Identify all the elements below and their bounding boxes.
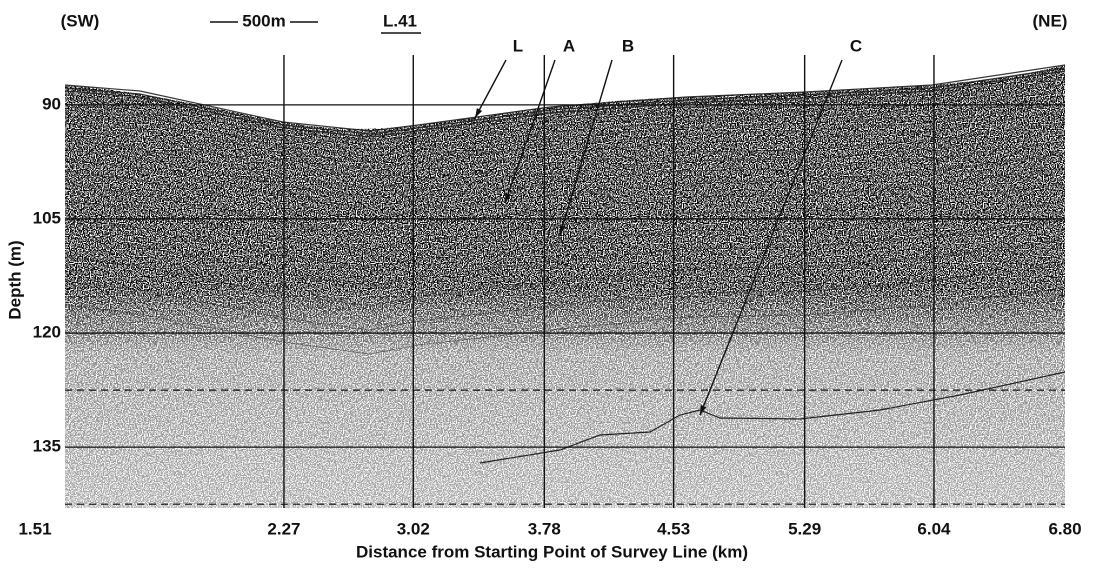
reflector bbox=[64, 64, 1066, 132]
reflector bbox=[64, 67, 1066, 135]
header-left: (SW) bbox=[61, 11, 100, 30]
reflector bbox=[64, 219, 1066, 287]
x-tick-label: 3.78 bbox=[528, 519, 561, 538]
annotation-arrow bbox=[699, 59, 843, 416]
y-tick-label: 105 bbox=[33, 208, 61, 227]
arrow-head bbox=[559, 225, 566, 235]
reflector bbox=[64, 167, 1066, 235]
reflector bbox=[64, 95, 1066, 163]
y-tick-label: 90 bbox=[42, 94, 61, 113]
y-tick-label: 135 bbox=[33, 437, 61, 456]
reflector bbox=[64, 131, 1066, 199]
annotation-label: A bbox=[563, 36, 575, 55]
x-tick-label: 3.02 bbox=[397, 519, 430, 538]
reflector bbox=[64, 239, 1066, 307]
x-tick-label: 6.80 bbox=[1048, 519, 1081, 538]
reflector bbox=[64, 70, 1066, 138]
reflector bbox=[64, 102, 1066, 170]
x-tick-label: 6.04 bbox=[917, 519, 951, 538]
annotation-arrow bbox=[474, 59, 507, 119]
annotation-label: C bbox=[850, 36, 862, 55]
header-right: (NE) bbox=[1033, 11, 1068, 30]
y-tick-label: 120 bbox=[33, 323, 61, 342]
annotation-label: B bbox=[622, 36, 634, 55]
x-axis-label: Distance from Starting Point of Survey L… bbox=[356, 542, 748, 561]
header-line: L.41 bbox=[383, 11, 417, 30]
reflector bbox=[64, 89, 1066, 157]
reflector bbox=[64, 110, 1066, 178]
reflector bbox=[64, 141, 1066, 209]
reflector bbox=[64, 83, 1066, 151]
x-tick-label: 2.27 bbox=[267, 519, 300, 538]
reflector bbox=[64, 78, 1066, 146]
x-tick-label: 4.53 bbox=[657, 519, 690, 538]
reflector bbox=[64, 287, 1066, 355]
reflection-layers bbox=[64, 64, 1066, 355]
x-tick-label: 1.51 bbox=[18, 519, 51, 538]
reflector bbox=[64, 122, 1066, 190]
reflector bbox=[64, 153, 1066, 221]
y-axis-label: Depth (m) bbox=[5, 240, 24, 319]
reflector bbox=[64, 263, 1066, 331]
annotation-arrow bbox=[559, 59, 613, 236]
header-scale: 500m bbox=[242, 11, 285, 30]
reflector bbox=[64, 201, 1066, 269]
arrow-head bbox=[475, 108, 483, 118]
x-tick-label: 5.29 bbox=[788, 519, 821, 538]
arrow-head bbox=[700, 405, 707, 415]
annotation-label: L bbox=[513, 36, 523, 55]
reflection-texture bbox=[65, 65, 1065, 508]
annotation-arrow bbox=[504, 59, 556, 204]
arrow-head bbox=[505, 193, 511, 203]
deep-reflector bbox=[479, 371, 1066, 464]
reflector bbox=[64, 74, 1066, 142]
reflector bbox=[64, 183, 1066, 251]
